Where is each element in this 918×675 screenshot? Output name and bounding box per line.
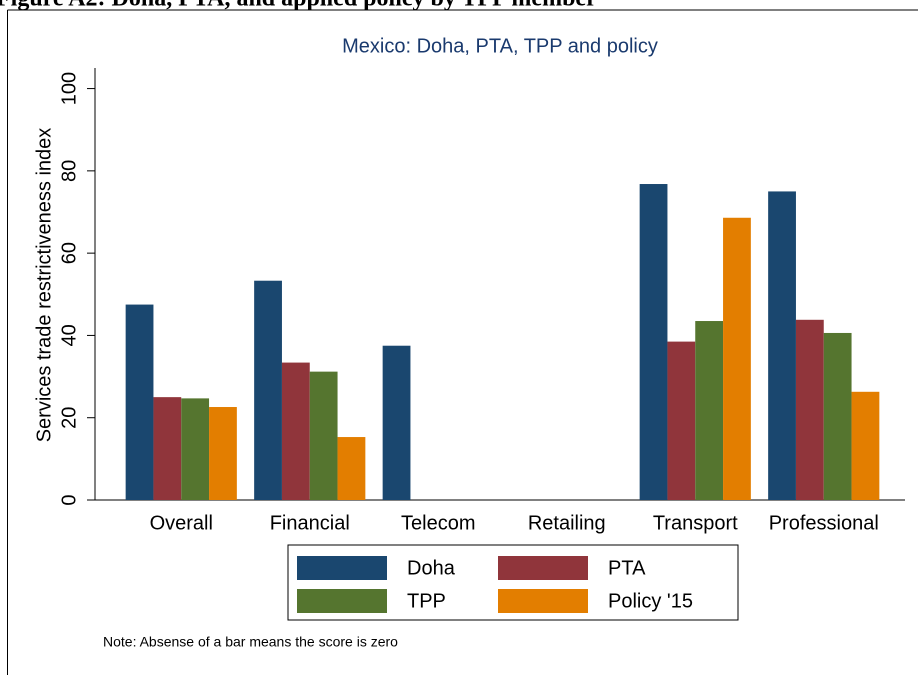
bar [153,397,182,500]
bar [667,341,696,500]
y-tick-label: 40 [58,324,80,346]
x-tick-label: Telecom [401,512,475,534]
bar [309,371,338,500]
legend-label: Doha [407,557,456,579]
bar [181,398,210,500]
y-tick-label: 60 [58,242,80,264]
legend-swatch [297,556,387,580]
bar [281,362,310,500]
x-tick-label: Retailing [528,512,606,534]
bar [125,304,154,500]
x-tick-label: Transport [653,512,738,534]
page-header: Figure A2: Doha, PTA, and applied policy… [0,0,597,12]
bar [209,407,237,500]
y-tick-label: 20 [58,407,80,429]
bar [823,332,852,500]
bar [254,280,282,500]
bar [382,345,411,500]
x-tick-label: Professional [769,512,879,534]
bar [639,184,668,500]
bar [795,319,824,500]
x-tick-label: Overall [150,512,213,534]
bar [723,217,751,500]
y-tick-label: 80 [58,160,80,182]
x-tick-label: Financial [270,512,350,534]
bar [695,321,724,500]
bar [768,191,796,500]
legend-label: Policy '15 [608,590,693,612]
legend-swatch [498,556,588,580]
legend-label: PTA [608,557,646,579]
bar [851,391,880,500]
bar [337,437,366,500]
legend-label: TPP [407,590,446,612]
note: Note: Absense of a bar means the score i… [103,634,398,650]
y-tick-label: 100 [58,72,80,105]
y-axis-label: Services trade restrictiveness index [33,128,55,443]
legend-swatch [297,589,387,613]
chart-title: Mexico: Doha, PTA, TPP and policy [342,35,658,57]
y-tick-label: 0 [58,494,80,505]
legend-swatch [498,589,588,613]
